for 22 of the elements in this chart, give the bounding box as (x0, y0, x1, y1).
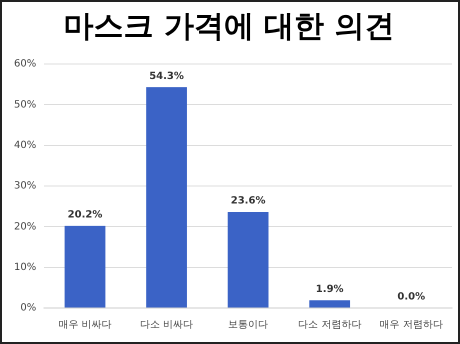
bar (309, 300, 350, 308)
data-label: 54.3% (149, 70, 184, 82)
data-label: 1.9% (316, 284, 344, 295)
y-tick-label: 0% (20, 302, 36, 314)
bar (146, 87, 187, 308)
x-tick-label: 다소 저렴하다 (298, 320, 362, 331)
y-tick-label: 40% (14, 140, 36, 151)
data-label: 23.6% (230, 196, 266, 207)
bar (228, 212, 268, 308)
x-tick-label: 다소 비싸다 (140, 320, 194, 331)
x-tick-label: 보통이다 (228, 320, 268, 331)
y-tick-label: 10% (14, 262, 36, 273)
data-label: 0.0% (397, 292, 426, 303)
bar (64, 226, 106, 308)
y-tick-label: 60% (14, 58, 36, 70)
x-tick-label: 매우 비싸다 (58, 320, 112, 331)
y-tick-label: 50% (14, 99, 36, 110)
chart-title: 마스크 가격에 대한 의견 (63, 8, 395, 44)
x-tick-label: 매우 저렴하다 (380, 320, 443, 331)
data-label: 20.2% (68, 209, 102, 220)
y-tick-label: 30% (14, 180, 36, 192)
y-tick-label: 20% (14, 221, 36, 232)
